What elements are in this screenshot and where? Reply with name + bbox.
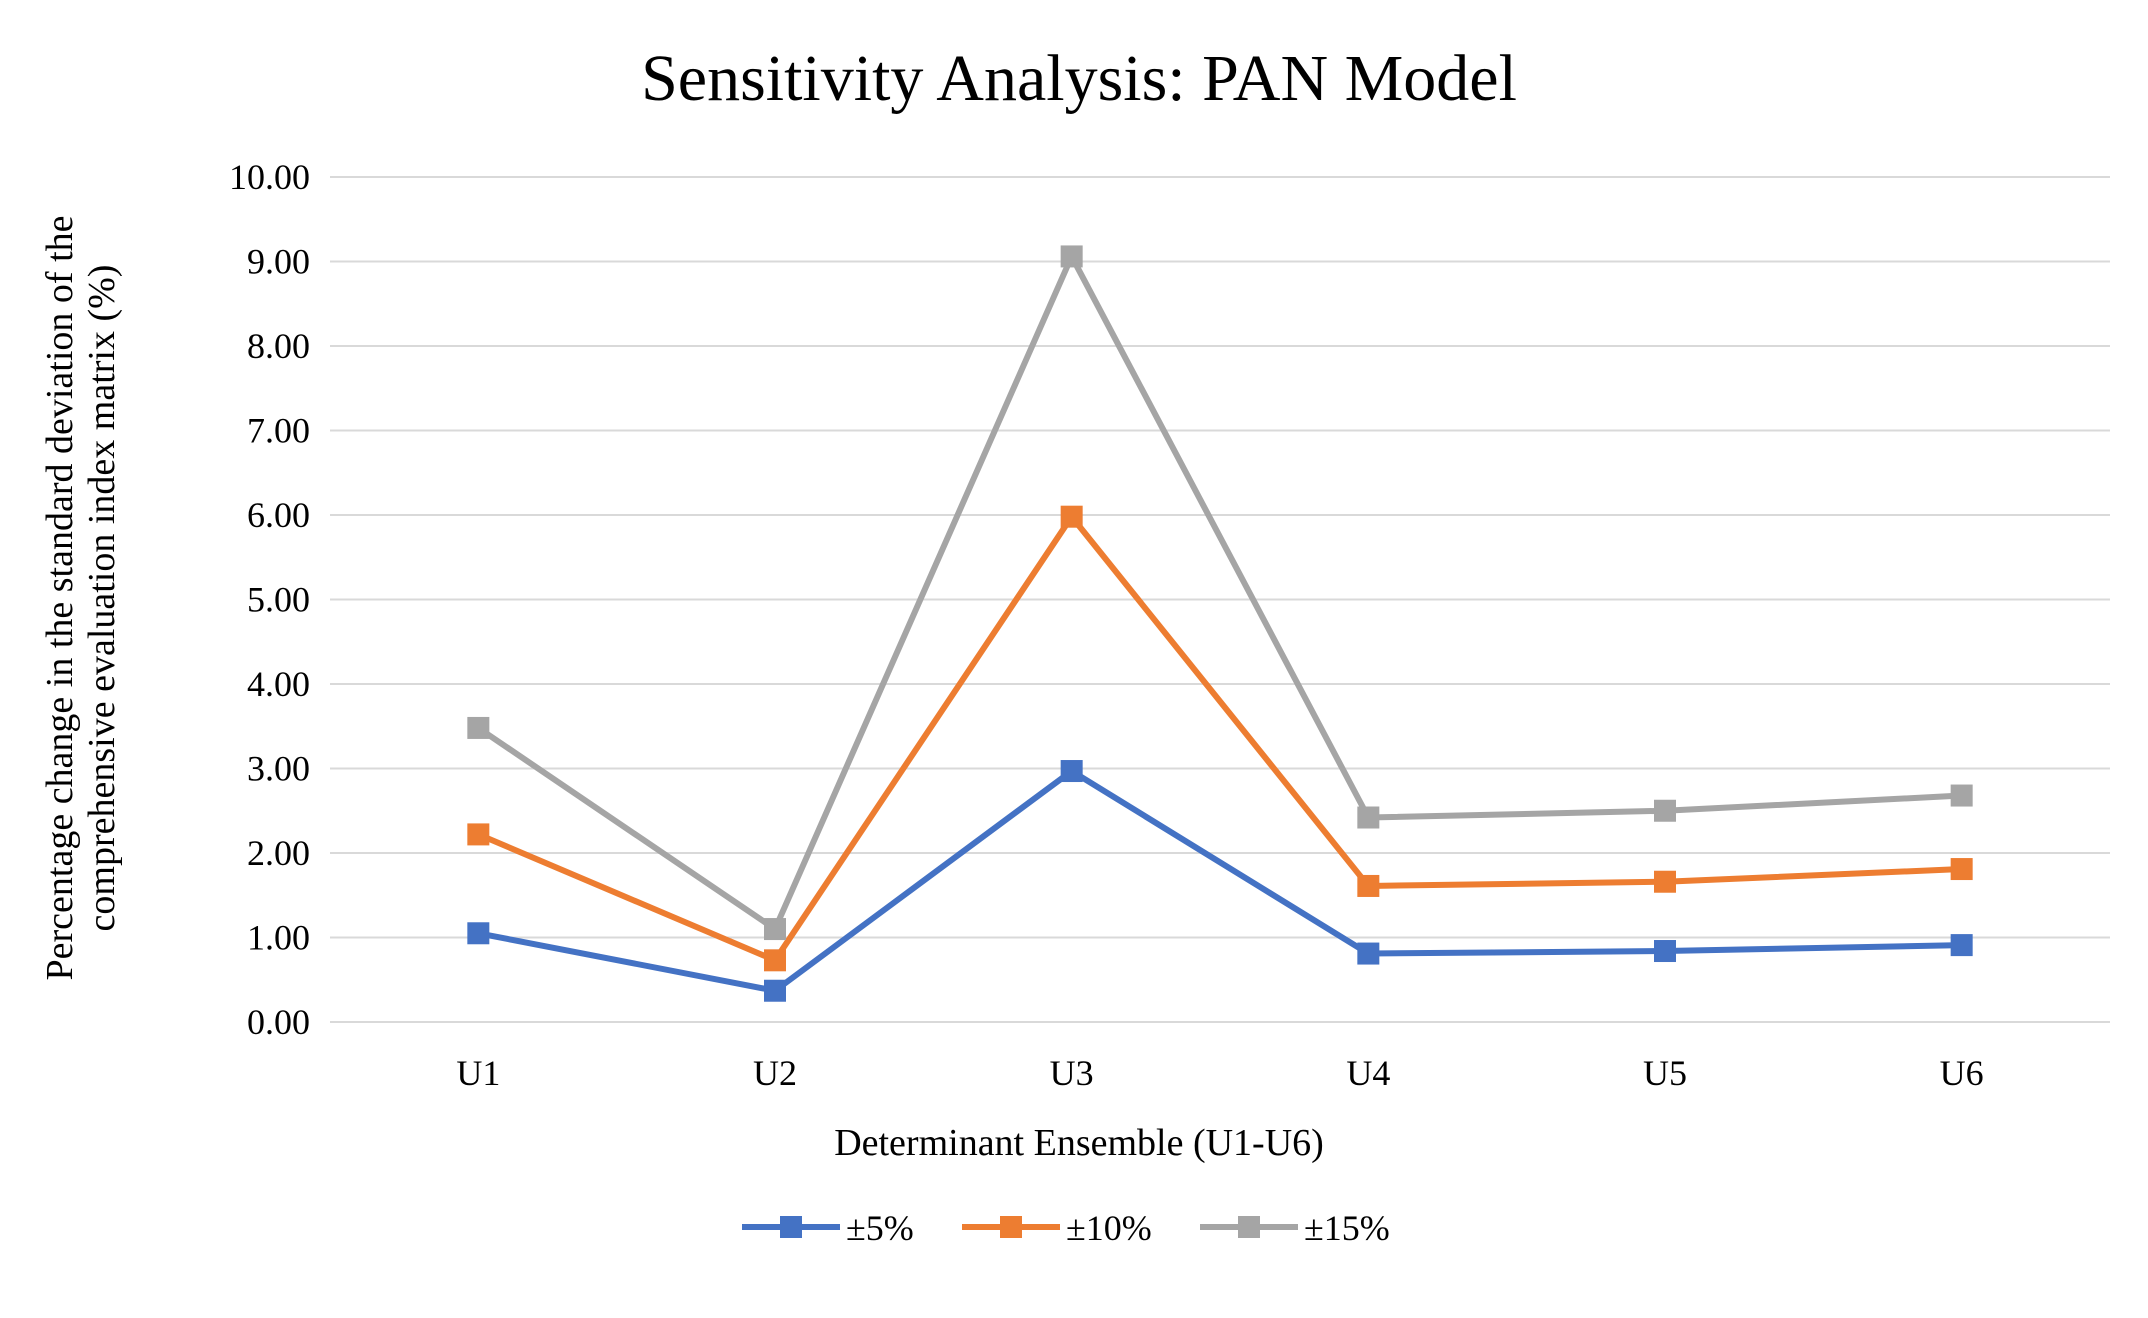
legend-label: ±10% (1066, 1208, 1152, 1248)
y-tick-label: 8.00 (247, 326, 310, 366)
legend-marker (1000, 1216, 1022, 1238)
x-axis-ticks: U1 U2 U3 U4 U5 U6 (456, 1053, 1983, 1093)
data-point (1060, 760, 1083, 783)
data-point (1950, 858, 1973, 881)
legend-marker (780, 1216, 802, 1238)
series-2 (467, 505, 1973, 972)
x-tick-label: U6 (1940, 1053, 1984, 1093)
data-point (1654, 799, 1676, 822)
grid (330, 176, 2110, 1023)
data-point (1357, 874, 1380, 897)
x-tick-label: U5 (1643, 1053, 1687, 1093)
x-tick-label: U1 (456, 1053, 500, 1093)
y-axis-title: Percentage change in the standard deviat… (39, 216, 123, 981)
x-axis-title: Determinant Ensemble (U1-U6) (834, 1122, 1324, 1164)
y-axis-title-line-2: comprehensive evaluation index matrix (%… (81, 265, 123, 932)
y-tick-label: 9.00 (247, 242, 310, 282)
y-tick-label: 2.00 (247, 833, 310, 873)
series-1 (467, 760, 1973, 1002)
legend-label: ±15% (1304, 1208, 1390, 1248)
series-group (467, 245, 1973, 1002)
data-point (467, 922, 490, 945)
legend-item: ±10% (962, 1208, 1152, 1248)
y-axis-ticks: 0.00 1.00 2.00 3.00 4.00 5.00 6.00 7.00 8.00 9.00… (229, 157, 310, 1042)
legend-label: ±5% (846, 1208, 914, 1248)
y-tick-label: 10.00 (229, 157, 310, 197)
data-point (1060, 245, 1083, 268)
data-point (1060, 505, 1083, 528)
data-point (1654, 940, 1676, 963)
data-point (764, 918, 786, 941)
y-tick-label: 4.00 (247, 664, 310, 704)
chart-title: Sensitivity Analysis: PAN Model (641, 42, 1517, 115)
series-line (476, 253, 1962, 933)
data-point (1950, 934, 1973, 957)
legend-marker (1238, 1216, 1260, 1238)
y-tick-label: 7.00 (247, 411, 310, 451)
legend: ±5% ±10% ±15% (742, 1208, 1390, 1248)
x-tick-label: U4 (1346, 1053, 1390, 1093)
y-tick-label: 5.00 (247, 580, 310, 620)
series-3 (467, 245, 1973, 941)
y-tick-label: 0.00 (247, 1002, 310, 1042)
series-line (477, 513, 1962, 964)
legend-item: ±15% (1200, 1208, 1390, 1248)
data-point (467, 823, 490, 846)
series-line (477, 768, 1962, 994)
data-point (1357, 942, 1380, 965)
x-tick-label: U3 (1050, 1053, 1094, 1093)
y-tick-label: 6.00 (247, 495, 310, 535)
y-axis-title-line-1: Percentage change in the standard deviat… (39, 216, 81, 981)
y-tick-label: 1.00 (247, 918, 310, 958)
data-point (1950, 784, 1973, 807)
data-point (1357, 806, 1380, 829)
y-tick-label: 3.00 (247, 749, 310, 789)
data-point (764, 949, 786, 972)
x-tick-label: U2 (753, 1053, 797, 1093)
legend-item: ±5% (742, 1208, 914, 1248)
data-point (467, 716, 490, 739)
data-point (1654, 870, 1676, 893)
data-point (764, 979, 786, 1002)
